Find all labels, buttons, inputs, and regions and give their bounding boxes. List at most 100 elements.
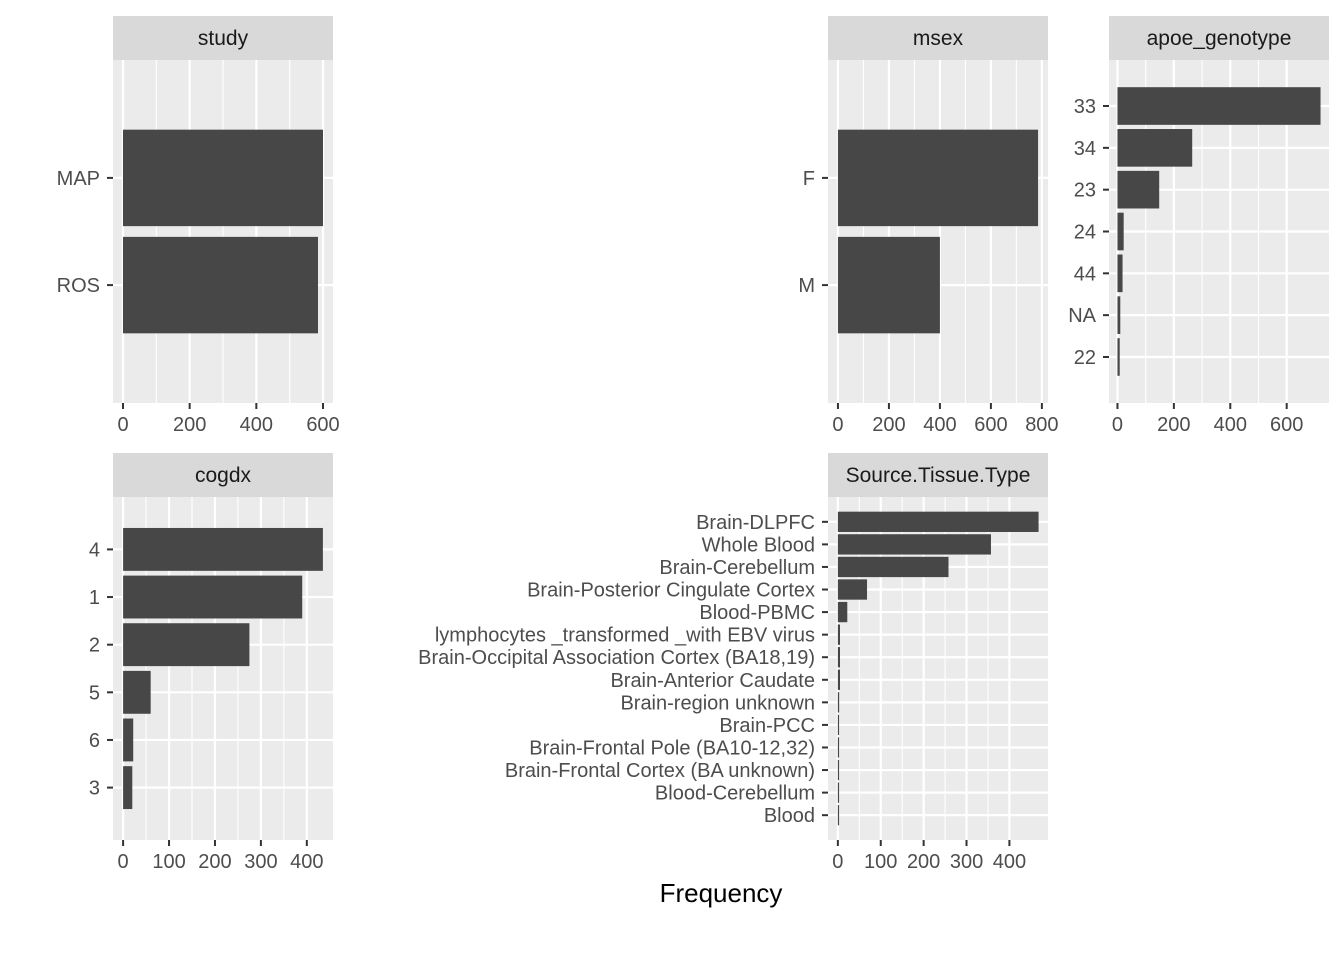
- x-tick-label: 200: [872, 414, 905, 436]
- x-tick-label: 100: [152, 851, 185, 873]
- y-tick-label: 3: [89, 778, 100, 800]
- facet-strip: [828, 16, 1048, 60]
- bar: [837, 579, 868, 600]
- y-tick-label: 2: [89, 635, 100, 657]
- bar: [837, 129, 1039, 227]
- y-tick-label: Brain-Posterior Cingulate Cortex: [527, 580, 815, 602]
- facet-title: Source.Tissue.Type: [846, 464, 1031, 487]
- x-tick-label: 400: [290, 851, 323, 873]
- bar: [837, 556, 949, 578]
- y-tick-label: 1: [89, 587, 100, 609]
- x-tick-label: 600: [306, 414, 339, 436]
- bar: [837, 669, 841, 690]
- y-tick-label: Blood: [764, 805, 815, 827]
- bar: [1117, 87, 1321, 125]
- panel-background: [828, 60, 1048, 403]
- y-tick-label: 4: [89, 539, 100, 561]
- facet-msex: msex F M 0 200 400 600 800: [798, 16, 1059, 436]
- x-tick-label: 600: [974, 414, 1007, 436]
- bar: [837, 782, 840, 803]
- bar: [1117, 170, 1160, 209]
- y-tick-label: Brain-Cerebellum: [659, 557, 815, 579]
- y-tick-label: Brain-PCC: [719, 715, 815, 737]
- bar: [837, 692, 840, 713]
- bar: [837, 236, 940, 334]
- bar: [123, 670, 151, 714]
- bar: [123, 718, 134, 762]
- x-tick-label: 400: [923, 414, 956, 436]
- bar: [123, 575, 303, 619]
- bar: [1117, 254, 1123, 293]
- y-tick-label: Brain-Occipital Association Cortex (BA18…: [418, 647, 815, 669]
- facet-cogdx: cogdx 4 1 2 5 6 3 0 100 200 300 400: [89, 453, 333, 873]
- bar: [837, 601, 848, 623]
- x-tick-label: 600: [1270, 414, 1303, 436]
- x-tick-label: 100: [864, 851, 897, 873]
- y-tick-label: 34: [1074, 138, 1096, 160]
- x-tick-label: 800: [1025, 414, 1058, 436]
- facet-strip: [1109, 16, 1329, 60]
- bar: [837, 511, 1039, 532]
- x-tick-label: 200: [907, 851, 940, 873]
- bar: [1117, 338, 1120, 376]
- bar: [123, 623, 250, 667]
- y-tick-label: 6: [89, 730, 100, 752]
- bar: [1117, 296, 1121, 334]
- x-axis-title: Frequency: [660, 878, 783, 908]
- facet-apoe_genotype: apoe_genotype 33 34 23 24 44 NA 22 0 200 400 600: [1068, 16, 1329, 436]
- facet-strip: [113, 16, 333, 60]
- x-tick-label: 200: [173, 414, 206, 436]
- x-tick-label: 0: [832, 414, 843, 436]
- x-tick-label: 400: [1214, 414, 1247, 436]
- x-tick-label: 400: [240, 414, 273, 436]
- y-tick-label: 22: [1074, 347, 1096, 369]
- y-tick-label: 5: [89, 682, 100, 704]
- bar: [123, 129, 323, 227]
- bar: [837, 805, 840, 826]
- facet-title: cogdx: [195, 464, 252, 487]
- y-tick-label: Whole Blood: [702, 534, 815, 556]
- y-tick-label: Brain-region unknown: [620, 692, 815, 714]
- x-tick-label: 200: [1157, 414, 1190, 436]
- y-tick-label: Brain-DLPFC: [696, 512, 815, 534]
- x-tick-label: 0: [832, 851, 843, 873]
- bar: [837, 624, 841, 645]
- facet-strip: [113, 453, 333, 497]
- y-tick-label: NA: [1068, 305, 1096, 327]
- x-tick-label: 200: [198, 851, 231, 873]
- bar: [837, 759, 840, 781]
- x-tick-label: 0: [1112, 414, 1123, 436]
- facet-strip: [828, 453, 1048, 497]
- x-tick-label: 300: [244, 851, 277, 873]
- y-tick-label: 44: [1074, 263, 1096, 285]
- y-tick-label: Brain-Frontal Pole (BA10-12,32): [529, 737, 815, 759]
- facet-study: study MAP ROS 0 200 400 600: [57, 16, 340, 436]
- bar: [123, 236, 318, 334]
- bar: [123, 527, 323, 571]
- y-tick-label: M: [798, 275, 815, 297]
- bar: [837, 647, 841, 668]
- x-tick-label: 400: [993, 851, 1026, 873]
- y-tick-label: Brain-Frontal Cortex (BA unknown): [505, 760, 815, 782]
- bar: [837, 737, 840, 758]
- y-tick-label: 24: [1074, 222, 1096, 244]
- y-tick-label: Blood-Cerebellum: [655, 783, 815, 805]
- facet-title: msex: [913, 27, 964, 50]
- bar: [837, 534, 991, 555]
- y-tick-label: F: [803, 168, 815, 190]
- y-tick-label: lymphocytes _transformed _with EBV virus: [435, 625, 815, 647]
- x-tick-label: 0: [118, 851, 129, 873]
- facet-title: study: [198, 27, 249, 50]
- x-tick-label: 0: [117, 414, 128, 436]
- bar: [1117, 129, 1193, 167]
- y-tick-label: 23: [1074, 180, 1096, 202]
- facet-title: apoe_genotype: [1147, 27, 1292, 50]
- bar: [1117, 212, 1124, 251]
- bar: [837, 714, 840, 736]
- x-tick-label: 300: [950, 851, 983, 873]
- y-tick-label: 33: [1074, 96, 1096, 118]
- bar: [123, 766, 133, 810]
- y-tick-label: Brain-Anterior Caudate: [610, 670, 815, 692]
